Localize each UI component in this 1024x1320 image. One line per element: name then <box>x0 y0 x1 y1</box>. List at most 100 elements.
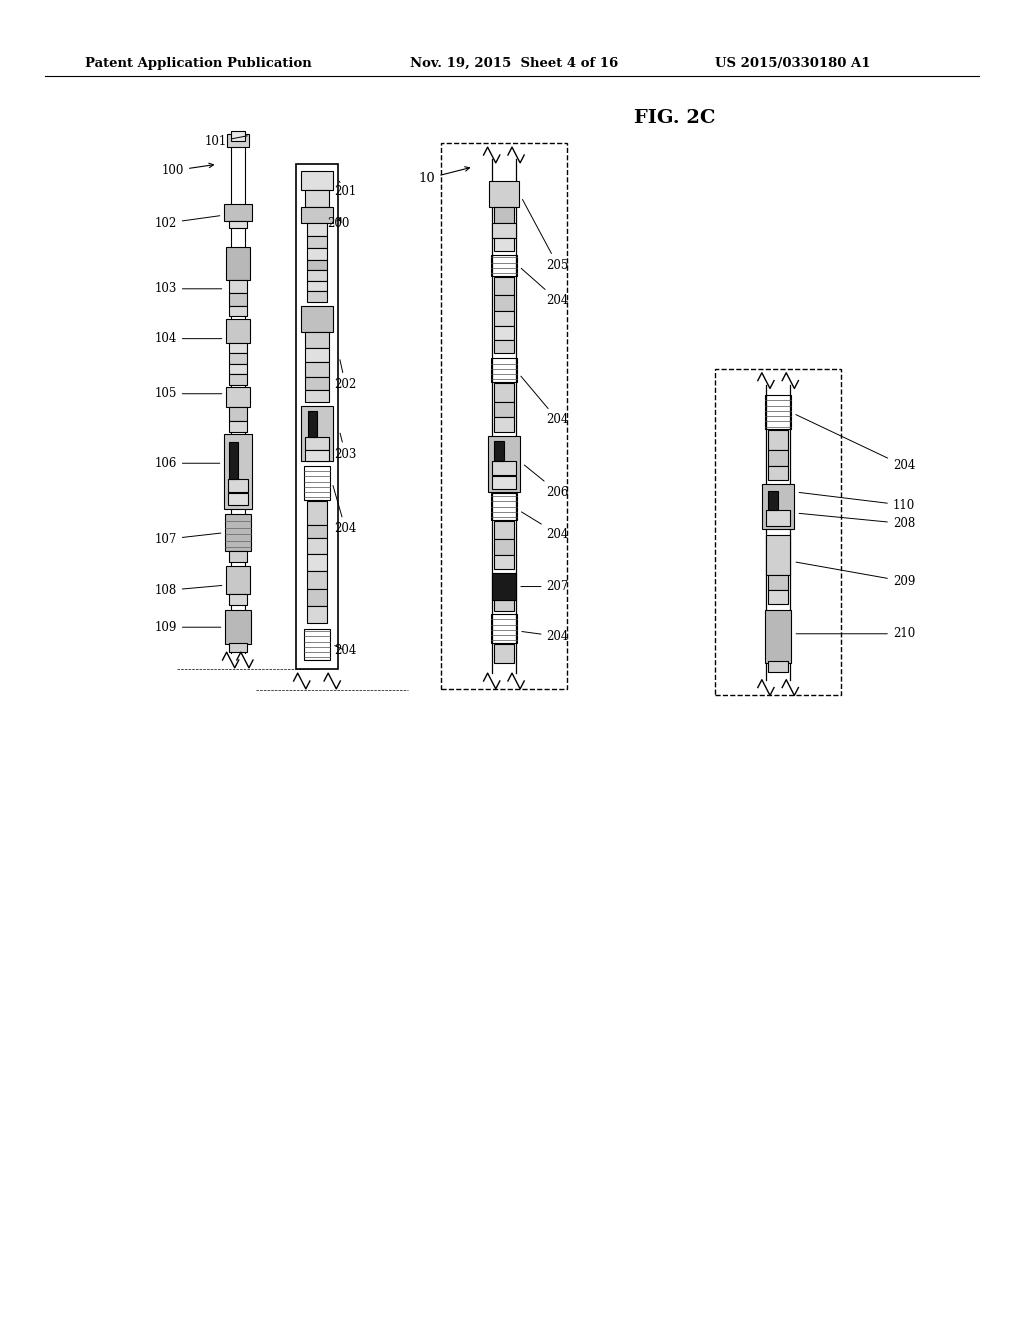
Bar <box>766 536 791 574</box>
Text: 202: 202 <box>334 360 356 391</box>
Bar <box>226 135 249 147</box>
Bar <box>225 387 250 407</box>
Bar <box>494 417 514 432</box>
Bar <box>223 203 252 220</box>
Bar <box>305 362 329 376</box>
Text: 206: 206 <box>524 465 569 499</box>
Bar <box>228 280 247 293</box>
Text: 204: 204 <box>521 268 569 308</box>
Bar <box>307 223 327 236</box>
Bar <box>494 207 514 223</box>
Bar <box>494 238 514 251</box>
Bar <box>225 319 250 343</box>
Bar <box>762 484 795 529</box>
Text: FIG. 2C: FIG. 2C <box>634 110 716 127</box>
Text: 207: 207 <box>521 579 569 593</box>
Bar <box>441 143 567 689</box>
Text: 108: 108 <box>155 583 222 597</box>
Bar <box>307 236 327 248</box>
Bar <box>494 326 514 341</box>
Text: Nov. 19, 2015  Sheet 4 of 16: Nov. 19, 2015 Sheet 4 of 16 <box>411 57 618 70</box>
Bar <box>228 343 247 352</box>
Bar <box>768 430 788 450</box>
Bar <box>492 223 516 238</box>
Bar <box>228 374 247 384</box>
Bar <box>228 352 247 363</box>
Text: 204: 204 <box>522 630 569 643</box>
Text: 204: 204 <box>521 512 569 541</box>
Bar <box>765 395 792 429</box>
Bar <box>304 466 330 500</box>
Text: 101: 101 <box>204 136 247 148</box>
Bar <box>224 610 251 644</box>
Bar <box>494 521 514 540</box>
Bar <box>494 341 514 352</box>
Bar <box>307 248 327 260</box>
Text: 204: 204 <box>521 376 569 426</box>
Bar <box>305 348 329 362</box>
Bar <box>492 461 516 475</box>
Bar <box>308 411 317 437</box>
Text: 110: 110 <box>799 492 915 512</box>
Text: 10: 10 <box>419 166 470 185</box>
Bar <box>307 525 327 539</box>
Bar <box>301 405 333 461</box>
Bar <box>487 436 520 492</box>
Bar <box>228 552 247 561</box>
Bar <box>768 590 788 603</box>
Bar <box>225 565 250 594</box>
Bar <box>305 389 329 401</box>
Text: 105: 105 <box>155 387 222 400</box>
Text: 201: 201 <box>334 181 356 198</box>
Bar <box>494 556 514 569</box>
Bar <box>228 293 247 306</box>
Bar <box>494 277 514 296</box>
Bar <box>488 181 519 207</box>
Bar <box>304 628 330 660</box>
Bar <box>305 333 329 348</box>
Bar <box>768 661 788 672</box>
Bar <box>494 644 514 663</box>
Bar <box>494 312 514 326</box>
Text: 102: 102 <box>155 215 220 230</box>
Text: 209: 209 <box>796 562 915 587</box>
Bar <box>490 255 517 276</box>
Bar <box>228 594 247 605</box>
Bar <box>307 260 327 271</box>
Bar <box>307 554 327 570</box>
Bar <box>230 132 245 140</box>
Text: 103: 103 <box>155 282 222 296</box>
Text: 200: 200 <box>327 216 349 230</box>
Bar <box>296 164 338 669</box>
Bar <box>490 614 517 643</box>
Text: Patent Application Publication: Patent Application Publication <box>85 57 312 70</box>
Text: 104: 104 <box>155 333 222 345</box>
Bar <box>492 477 516 490</box>
Bar <box>490 358 517 381</box>
Bar <box>307 606 327 623</box>
Bar <box>228 407 247 421</box>
Bar <box>307 292 327 302</box>
Bar <box>307 281 327 292</box>
Text: 100: 100 <box>162 164 213 177</box>
Bar <box>490 494 517 520</box>
Bar <box>765 610 792 663</box>
Text: 204: 204 <box>796 414 915 473</box>
Bar <box>305 376 329 389</box>
Bar <box>494 441 504 461</box>
Bar <box>307 502 327 525</box>
Bar <box>307 271 327 281</box>
Bar <box>307 539 327 554</box>
Bar <box>305 450 329 461</box>
Bar <box>228 442 238 479</box>
Bar <box>766 511 791 527</box>
Bar <box>768 574 788 590</box>
Bar <box>301 170 333 190</box>
Bar <box>301 306 333 333</box>
Bar <box>305 190 329 207</box>
Bar <box>768 491 778 511</box>
Bar <box>768 466 788 480</box>
Text: US 2015/0330180 A1: US 2015/0330180 A1 <box>715 57 870 70</box>
Bar <box>224 515 251 552</box>
Text: 107: 107 <box>155 533 221 546</box>
